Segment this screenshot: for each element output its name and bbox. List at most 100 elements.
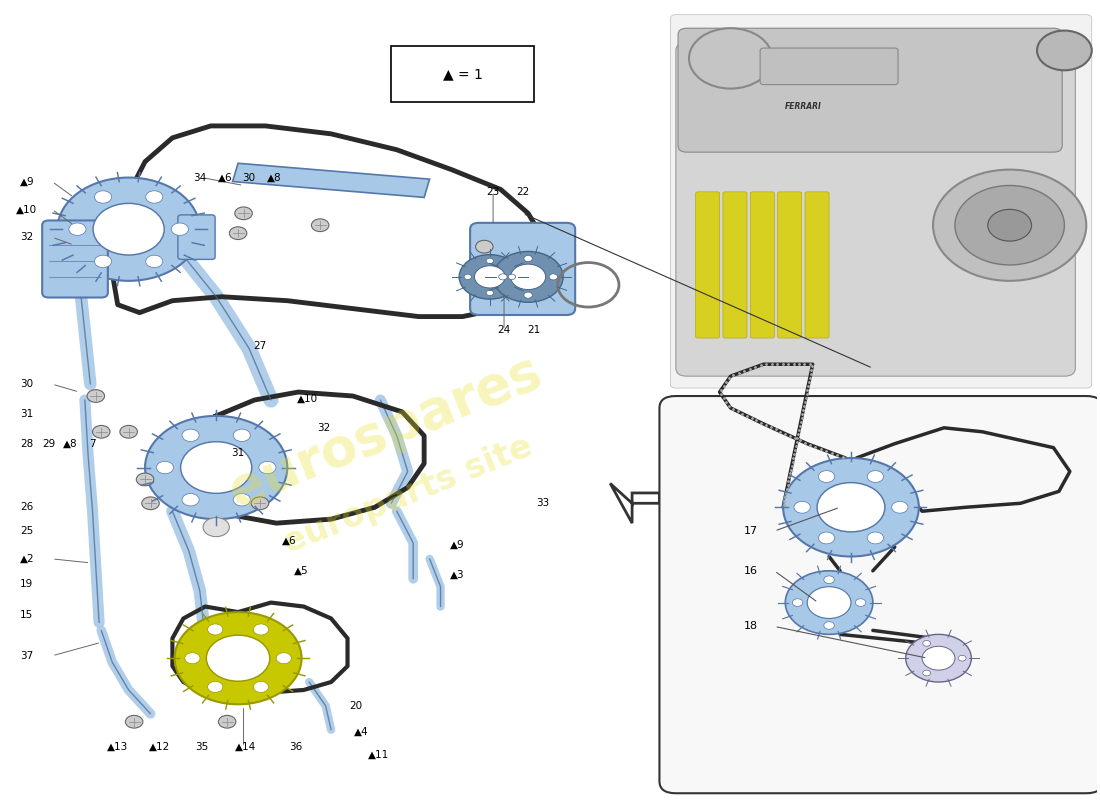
Circle shape	[475, 240, 493, 253]
Text: eurospares: eurospares	[222, 346, 550, 518]
Text: ▲6: ▲6	[283, 536, 297, 546]
Circle shape	[785, 571, 873, 634]
Text: 7: 7	[89, 438, 96, 449]
Text: ▲9: ▲9	[20, 177, 34, 186]
Text: 18: 18	[744, 622, 758, 631]
Text: ▲5: ▲5	[294, 566, 309, 576]
Text: 15: 15	[20, 610, 33, 619]
FancyBboxPatch shape	[675, 42, 1076, 376]
Circle shape	[892, 502, 907, 513]
Circle shape	[867, 532, 883, 544]
Text: ▲11: ▲11	[367, 750, 388, 760]
Text: ▲14: ▲14	[235, 742, 256, 752]
Circle shape	[824, 576, 834, 583]
Text: 35: 35	[196, 742, 209, 752]
Circle shape	[182, 494, 199, 506]
Circle shape	[172, 223, 188, 235]
Text: 28: 28	[20, 438, 33, 449]
Circle shape	[145, 255, 163, 267]
Circle shape	[185, 653, 200, 664]
Text: 27: 27	[253, 341, 266, 351]
Polygon shape	[610, 483, 659, 523]
Text: 16: 16	[744, 566, 758, 576]
FancyBboxPatch shape	[750, 192, 774, 338]
Text: 30: 30	[242, 173, 255, 182]
Text: 32: 32	[20, 232, 33, 242]
Circle shape	[817, 482, 884, 532]
Text: 26: 26	[20, 502, 33, 512]
Circle shape	[510, 264, 546, 290]
Circle shape	[486, 258, 494, 263]
Circle shape	[142, 497, 160, 510]
Text: 21: 21	[527, 325, 540, 335]
FancyBboxPatch shape	[723, 192, 747, 338]
Circle shape	[253, 682, 268, 693]
Circle shape	[251, 497, 268, 510]
Circle shape	[474, 266, 505, 288]
Text: 25: 25	[20, 526, 33, 536]
Circle shape	[486, 290, 494, 295]
FancyBboxPatch shape	[42, 221, 108, 298]
Text: 17: 17	[744, 526, 758, 536]
Circle shape	[818, 470, 835, 482]
Circle shape	[95, 190, 111, 203]
Circle shape	[464, 274, 472, 279]
Circle shape	[120, 426, 138, 438]
Circle shape	[818, 532, 835, 544]
Text: 23: 23	[486, 187, 499, 197]
Circle shape	[258, 462, 276, 474]
Circle shape	[94, 203, 164, 255]
Circle shape	[923, 670, 931, 676]
Circle shape	[175, 612, 301, 704]
Circle shape	[207, 635, 270, 682]
Text: 33: 33	[536, 498, 549, 508]
FancyBboxPatch shape	[659, 396, 1100, 794]
FancyBboxPatch shape	[805, 192, 829, 338]
Circle shape	[824, 622, 834, 630]
Text: europarts site: europarts site	[278, 430, 537, 561]
Text: ▲ = 1: ▲ = 1	[442, 67, 483, 82]
Circle shape	[493, 251, 563, 302]
Circle shape	[794, 502, 811, 513]
Circle shape	[923, 641, 931, 646]
Text: 22: 22	[516, 187, 529, 197]
Circle shape	[253, 624, 268, 635]
Text: ▲8: ▲8	[64, 438, 78, 449]
Circle shape	[125, 715, 143, 728]
Circle shape	[922, 646, 955, 670]
Circle shape	[233, 494, 251, 506]
Circle shape	[549, 274, 558, 280]
FancyBboxPatch shape	[760, 48, 898, 85]
FancyBboxPatch shape	[470, 223, 575, 315]
Circle shape	[689, 28, 772, 89]
Text: 31: 31	[20, 410, 33, 419]
Text: ▲12: ▲12	[148, 742, 169, 752]
Circle shape	[311, 219, 329, 231]
Text: ▲3: ▲3	[450, 570, 464, 580]
Circle shape	[204, 518, 229, 537]
Circle shape	[905, 634, 971, 682]
FancyBboxPatch shape	[678, 28, 1063, 152]
Circle shape	[933, 170, 1087, 281]
FancyBboxPatch shape	[670, 14, 1091, 388]
Text: ▲10: ▲10	[297, 394, 318, 403]
Text: ▲4: ▲4	[354, 726, 370, 736]
Text: ▲13: ▲13	[107, 742, 129, 752]
Text: FERRARI: FERRARI	[785, 102, 822, 110]
Circle shape	[233, 429, 251, 442]
Text: ▲10: ▲10	[16, 204, 37, 214]
Circle shape	[792, 598, 803, 606]
Circle shape	[234, 207, 252, 220]
Circle shape	[180, 442, 252, 494]
Text: 36: 36	[289, 742, 302, 752]
Polygon shape	[232, 163, 430, 198]
Text: ▲6: ▲6	[218, 173, 232, 182]
Text: ▲8: ▲8	[267, 173, 282, 182]
Circle shape	[276, 653, 292, 664]
Circle shape	[524, 292, 532, 298]
Circle shape	[208, 624, 223, 635]
Circle shape	[783, 458, 918, 557]
Circle shape	[807, 586, 851, 618]
Circle shape	[856, 598, 866, 606]
Circle shape	[95, 255, 111, 267]
